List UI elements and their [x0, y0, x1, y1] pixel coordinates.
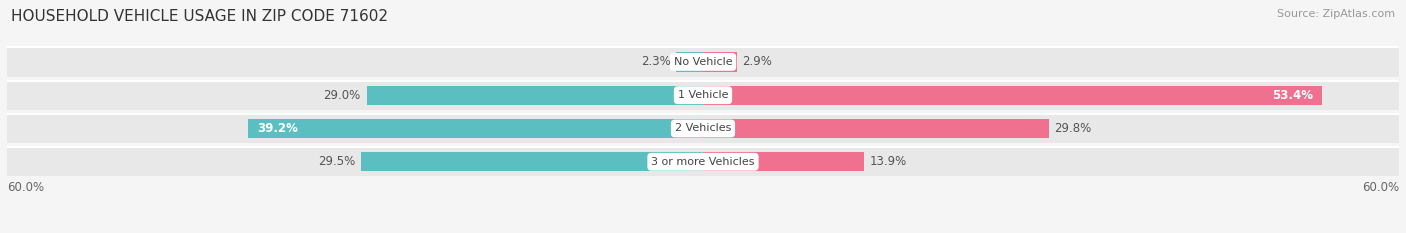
Text: 3 or more Vehicles: 3 or more Vehicles [651, 157, 755, 167]
Bar [7, 114, 1399, 143]
Text: 2 Vehicles: 2 Vehicles [675, 123, 731, 134]
Bar [703, 52, 737, 72]
Bar [703, 86, 1323, 105]
Text: 29.5%: 29.5% [318, 155, 354, 168]
Bar [7, 147, 1399, 176]
Bar [361, 152, 703, 171]
Text: 29.8%: 29.8% [1054, 122, 1091, 135]
Text: HOUSEHOLD VEHICLE USAGE IN ZIP CODE 71602: HOUSEHOLD VEHICLE USAGE IN ZIP CODE 7160… [11, 9, 388, 24]
Text: 2.9%: 2.9% [742, 55, 772, 69]
Text: 2.3%: 2.3% [641, 55, 671, 69]
Text: 53.4%: 53.4% [1272, 89, 1313, 102]
Text: No Vehicle: No Vehicle [673, 57, 733, 67]
Text: 39.2%: 39.2% [257, 122, 298, 135]
Text: 60.0%: 60.0% [1362, 181, 1399, 194]
Text: 60.0%: 60.0% [7, 181, 44, 194]
Text: Source: ZipAtlas.com: Source: ZipAtlas.com [1277, 9, 1395, 19]
Text: 29.0%: 29.0% [323, 89, 361, 102]
Bar [7, 47, 1399, 77]
Bar [703, 152, 865, 171]
Bar [676, 52, 703, 72]
Bar [703, 119, 1049, 138]
Bar [249, 119, 703, 138]
Text: 13.9%: 13.9% [870, 155, 907, 168]
Bar [367, 86, 703, 105]
Bar [7, 81, 1399, 110]
Text: 1 Vehicle: 1 Vehicle [678, 90, 728, 100]
